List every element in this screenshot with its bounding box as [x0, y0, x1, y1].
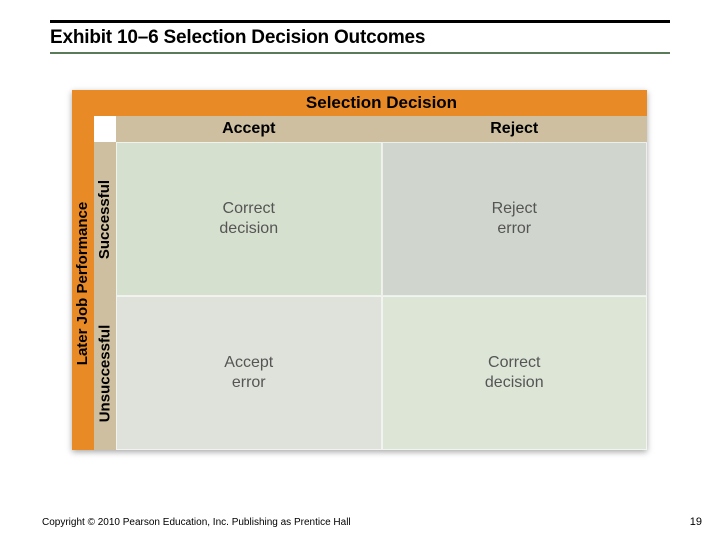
row-headers: Successful Unsuccessful	[94, 142, 116, 450]
rule-top	[50, 20, 670, 23]
cell-accept-successful: Correctdecision	[116, 142, 382, 296]
left-heading-band: Later Job Performance	[72, 116, 94, 450]
copyright: Copyright © 2010 Pearson Education, Inc.…	[42, 517, 351, 528]
cell-reject-unsuccessful: Correctdecision	[382, 296, 648, 450]
column-headers: Accept Reject	[116, 116, 647, 142]
cell-reject-successful: Rejecterror	[382, 142, 648, 296]
row-successful: Successful	[97, 179, 114, 258]
col-accept: Accept	[116, 116, 382, 142]
decision-matrix: Selection Decision Accept Reject Later J…	[72, 90, 647, 450]
top-heading: Selection Decision	[306, 93, 457, 113]
page-number: 19	[690, 516, 702, 528]
cells: Correctdecision Rejecterror Accepterror …	[116, 142, 647, 450]
cell-accept-unsuccessful: Accepterror	[116, 296, 382, 450]
title-block: Exhibit 10–6 Selection Decision Outcomes	[50, 20, 670, 54]
row-unsuccessful: Unsuccessful	[97, 324, 114, 422]
col-reject: Reject	[382, 116, 648, 142]
top-heading-band: Selection Decision	[72, 90, 647, 116]
exhibit-title: Exhibit 10–6 Selection Decision Outcomes	[50, 27, 670, 49]
rule-bottom	[50, 52, 670, 54]
left-heading: Later Job Performance	[75, 201, 92, 364]
